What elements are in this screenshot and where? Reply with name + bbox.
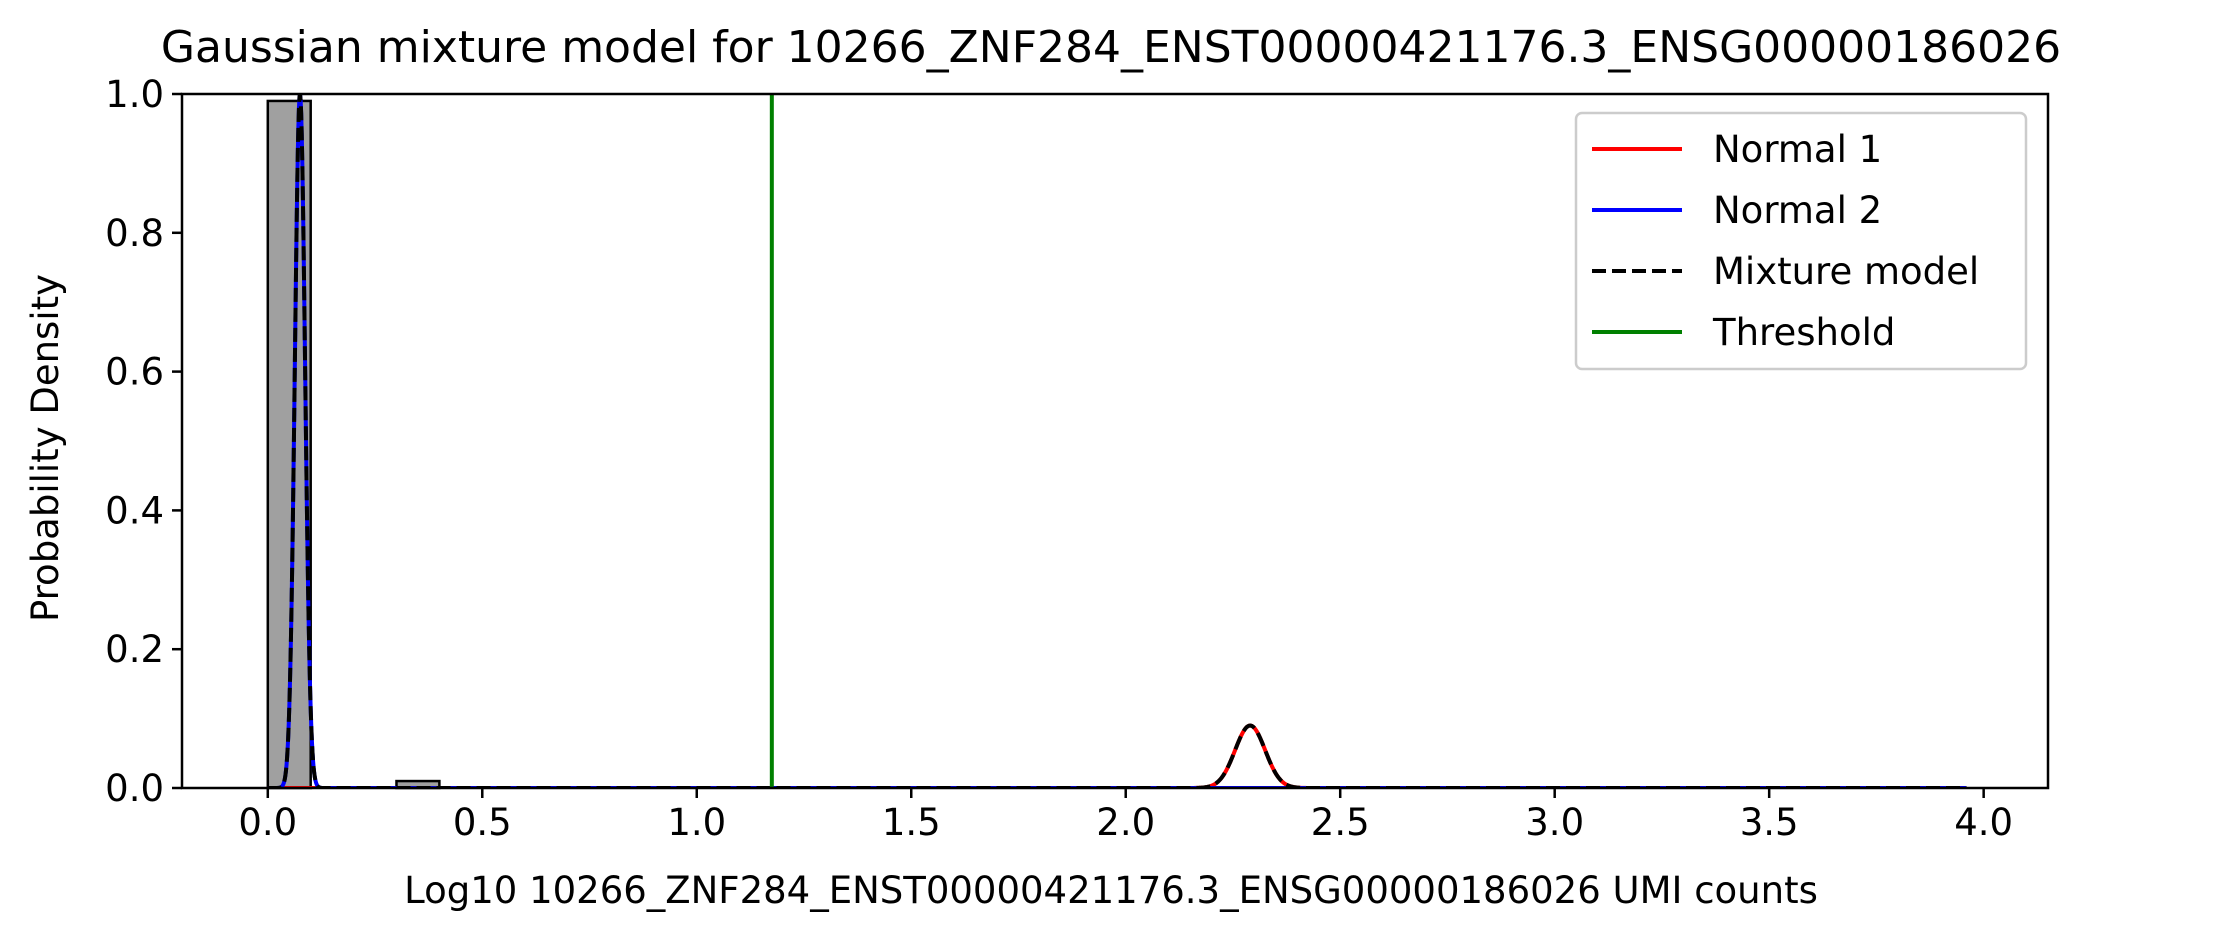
y-axis-label: Probability Density: [24, 274, 67, 622]
legend-label-threshold: Threshold: [1712, 311, 1895, 354]
legend-box: [1574, 111, 2028, 371]
y-tick-label: 0.2: [105, 628, 164, 671]
y-tick-label: 0.4: [105, 489, 164, 532]
y-tick-label: 0.8: [105, 212, 164, 255]
legend: Normal 1 Normal 2 Mixture model Threshold: [1574, 111, 2028, 371]
x-tick-label: 2.5: [1311, 801, 1370, 844]
x-tick-label: 3.5: [1740, 801, 1799, 844]
y-tick-label: 0.0: [105, 767, 164, 810]
chart-title: Gaussian mixture model for 10266_ZNF284_…: [161, 22, 2061, 73]
x-tick-label: 2.0: [1096, 801, 1155, 844]
plot-frame: [180, 92, 2050, 790]
x-axis-label: Log10 10266_ZNF284_ENST00000421176.3_ENS…: [404, 869, 1818, 912]
y-tick-label: 1.0: [105, 73, 164, 116]
plot-area: [266, 94, 1967, 790]
x-tick-label: 1.5: [882, 801, 941, 844]
legend-label-normal-1: Normal 1: [1713, 128, 1882, 171]
normal-1-curve: [267, 723, 1967, 788]
legend-label-mixture-model: Mixture model: [1713, 250, 1979, 293]
axes: 0.0 0.5 1.0 1.5 2.0 2.5 3.0 3.5 4.0 0.0 0.2 0.4 0.6 0…: [105, 73, 2050, 844]
x-tick-label: 3.0: [1525, 801, 1584, 844]
legend-label-normal-2: Normal 2: [1713, 189, 1882, 232]
x-tick-label: 1.0: [667, 801, 726, 844]
curves: [267, 94, 1967, 788]
x-tick-label: 4.0: [1954, 801, 2013, 844]
x-tick-label: 0.5: [453, 801, 512, 844]
x-tick-label: 0.0: [238, 801, 297, 844]
y-tick-label: 0.6: [105, 351, 164, 394]
